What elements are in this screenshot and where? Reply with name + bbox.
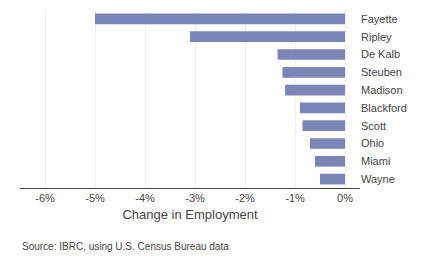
svg-text:-5%: -5% [85,192,105,204]
svg-text:Miami: Miami [361,155,390,167]
svg-text:Change in Employment: Change in Employment [122,207,258,222]
svg-text:Ohio: Ohio [361,137,384,149]
svg-text:-1%: -1% [285,192,305,204]
svg-text:Steuben: Steuben [361,66,402,78]
svg-text:-4%: -4% [135,192,155,204]
svg-text:De Kalb: De Kalb [361,48,400,60]
svg-text:-2%: -2% [235,192,255,204]
svg-text:Scott: Scott [361,120,386,132]
svg-text:-3%: -3% [185,192,205,204]
svg-text:0%: 0% [337,192,353,204]
svg-text:Fayette: Fayette [361,13,398,25]
svg-text:Madison: Madison [361,84,403,96]
svg-text:Ripley: Ripley [361,31,392,43]
svg-text:Source: IBRC, using U.S. Censu: Source: IBRC, using U.S. Census Bureau d… [22,241,229,252]
svg-text:-6%: -6% [35,192,55,204]
svg-text:Wayne: Wayne [361,173,395,185]
svg-text:Blackford: Blackford [361,102,407,114]
